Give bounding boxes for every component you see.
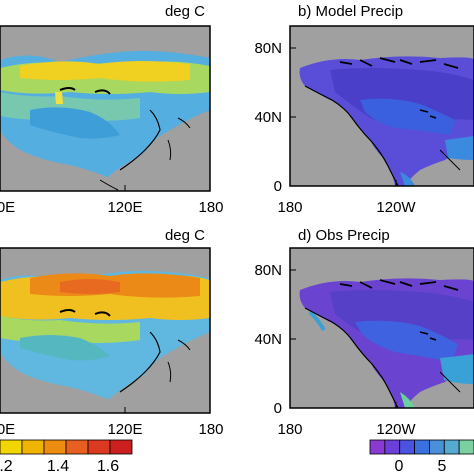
precip-cbar-label-1: 0 <box>395 458 404 474</box>
panel-b-xtick-2: 120W <box>376 199 416 216</box>
temp-cbar-label-1: .2 <box>0 458 13 474</box>
panel-a-xtick-3: 180 <box>198 199 223 216</box>
temp-cbar-swatch-2 <box>21 439 45 455</box>
panel-c-xtick-1: 0E <box>0 421 15 438</box>
panel-a-unit-label: deg C <box>165 3 205 20</box>
temp-cbar-label-2: 1.4 <box>47 458 69 474</box>
panel-b-frame <box>289 25 474 187</box>
temp-cbar-swatch-6 <box>109 439 133 455</box>
temperature-colorbar <box>0 439 133 455</box>
temp-cbar-swatch-1 <box>0 439 23 455</box>
panel-d-ytick-3: 0 <box>274 400 282 417</box>
temp-cbar-swatch-5 <box>87 439 111 455</box>
precip-colorbar <box>369 439 474 455</box>
panel-d-map <box>290 248 474 408</box>
precip-cbar-label-2: 5 <box>438 458 447 474</box>
precip-cbar-swatch-3 <box>399 439 415 455</box>
precip-cbar-swatch-5 <box>429 439 445 455</box>
panel-b-ytick-3: 0 <box>274 178 282 195</box>
precip-cbar-swatch-2 <box>384 439 401 455</box>
temp-cbar-label-3: 1.6 <box>97 458 119 474</box>
precip-cbar-swatch-1 <box>369 439 386 455</box>
panel-b-xtick-1: 180 <box>277 199 302 216</box>
panel-d-xtick-1: 180 <box>277 421 302 438</box>
panel-c-xtick-2: 120E <box>107 421 142 438</box>
panel-d-ytick-1: 80N <box>254 262 282 279</box>
panel-d-frame <box>289 247 474 409</box>
panel-b-title: b) Model Precip <box>298 3 403 20</box>
panel-b-map <box>290 26 474 186</box>
panel-a-xtick-1: 0E <box>0 199 15 216</box>
panel-c-frame <box>0 247 211 414</box>
panel-c-xtick-3: 180 <box>198 421 223 438</box>
precip-cbar-swatch-7 <box>458 439 474 455</box>
panel-b-ytick-1: 80N <box>254 40 282 57</box>
panel-b-ytick-2: 40N <box>254 109 282 126</box>
precip-cbar-swatch-6 <box>443 439 460 455</box>
panel-c-map <box>0 248 210 413</box>
panel-d-ytick-2: 40N <box>254 331 282 348</box>
panel-d-xtick-2: 120W <box>376 421 416 438</box>
panel-a-frame <box>0 25 211 192</box>
panel-a-xtick-2: 120E <box>107 199 142 216</box>
temp-cbar-swatch-4 <box>65 439 89 455</box>
temp-cbar-swatch-3 <box>43 439 67 455</box>
panel-c-unit-label: deg C <box>165 227 205 244</box>
panel-d-title: d) Obs Precip <box>298 227 390 244</box>
precip-cbar-swatch-4 <box>414 439 430 455</box>
panel-a-map <box>0 26 210 191</box>
